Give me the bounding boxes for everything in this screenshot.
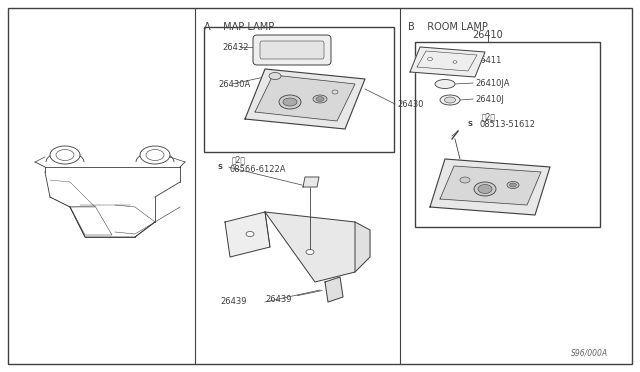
- Bar: [415, 42, 600, 227]
- Polygon shape: [440, 166, 541, 205]
- Text: （2）: （2）: [482, 112, 496, 121]
- Ellipse shape: [453, 61, 457, 63]
- Ellipse shape: [435, 80, 455, 89]
- Polygon shape: [265, 212, 355, 282]
- Polygon shape: [410, 47, 485, 77]
- Ellipse shape: [428, 58, 433, 61]
- Ellipse shape: [279, 95, 301, 109]
- Circle shape: [462, 116, 478, 132]
- Ellipse shape: [269, 73, 281, 80]
- Ellipse shape: [246, 231, 254, 237]
- Text: （2）: （2）: [232, 155, 246, 164]
- Ellipse shape: [140, 146, 170, 164]
- Polygon shape: [355, 222, 370, 272]
- Ellipse shape: [50, 146, 80, 164]
- Ellipse shape: [460, 177, 470, 183]
- Polygon shape: [255, 75, 355, 121]
- Ellipse shape: [313, 95, 327, 103]
- Text: 08513-51612: 08513-51612: [480, 119, 536, 128]
- Ellipse shape: [316, 96, 324, 102]
- Text: 26411: 26411: [475, 55, 501, 64]
- Text: 08566-6122A: 08566-6122A: [230, 164, 287, 173]
- Polygon shape: [303, 177, 319, 187]
- FancyBboxPatch shape: [260, 41, 324, 59]
- Circle shape: [212, 159, 228, 175]
- Polygon shape: [325, 277, 343, 302]
- Ellipse shape: [306, 250, 314, 254]
- FancyBboxPatch shape: [253, 35, 331, 65]
- Text: 26439: 26439: [265, 291, 323, 304]
- Ellipse shape: [445, 97, 456, 103]
- Ellipse shape: [283, 98, 297, 106]
- Text: S: S: [218, 164, 223, 170]
- Ellipse shape: [332, 90, 338, 94]
- Bar: [204, 27, 394, 152]
- Text: 26432: 26432: [222, 42, 248, 51]
- Text: 26430: 26430: [397, 99, 424, 109]
- Text: 26410: 26410: [472, 30, 504, 40]
- Text: 26439: 26439: [220, 298, 246, 307]
- Ellipse shape: [474, 182, 496, 196]
- Text: 26410J: 26410J: [475, 94, 504, 103]
- Ellipse shape: [56, 150, 74, 160]
- Ellipse shape: [478, 185, 492, 193]
- Text: A    MAP LAMP: A MAP LAMP: [204, 22, 275, 32]
- Text: S: S: [467, 121, 472, 127]
- Polygon shape: [245, 69, 365, 129]
- Ellipse shape: [440, 95, 460, 105]
- Ellipse shape: [509, 183, 516, 187]
- Text: S96/000A: S96/000A: [571, 349, 608, 358]
- Text: B    ROOM LAMP: B ROOM LAMP: [408, 22, 488, 32]
- Polygon shape: [225, 212, 270, 257]
- Ellipse shape: [507, 182, 519, 189]
- Ellipse shape: [146, 150, 164, 160]
- Text: 26410JA: 26410JA: [475, 78, 509, 87]
- Polygon shape: [430, 159, 550, 215]
- Text: 26430A: 26430A: [218, 80, 250, 89]
